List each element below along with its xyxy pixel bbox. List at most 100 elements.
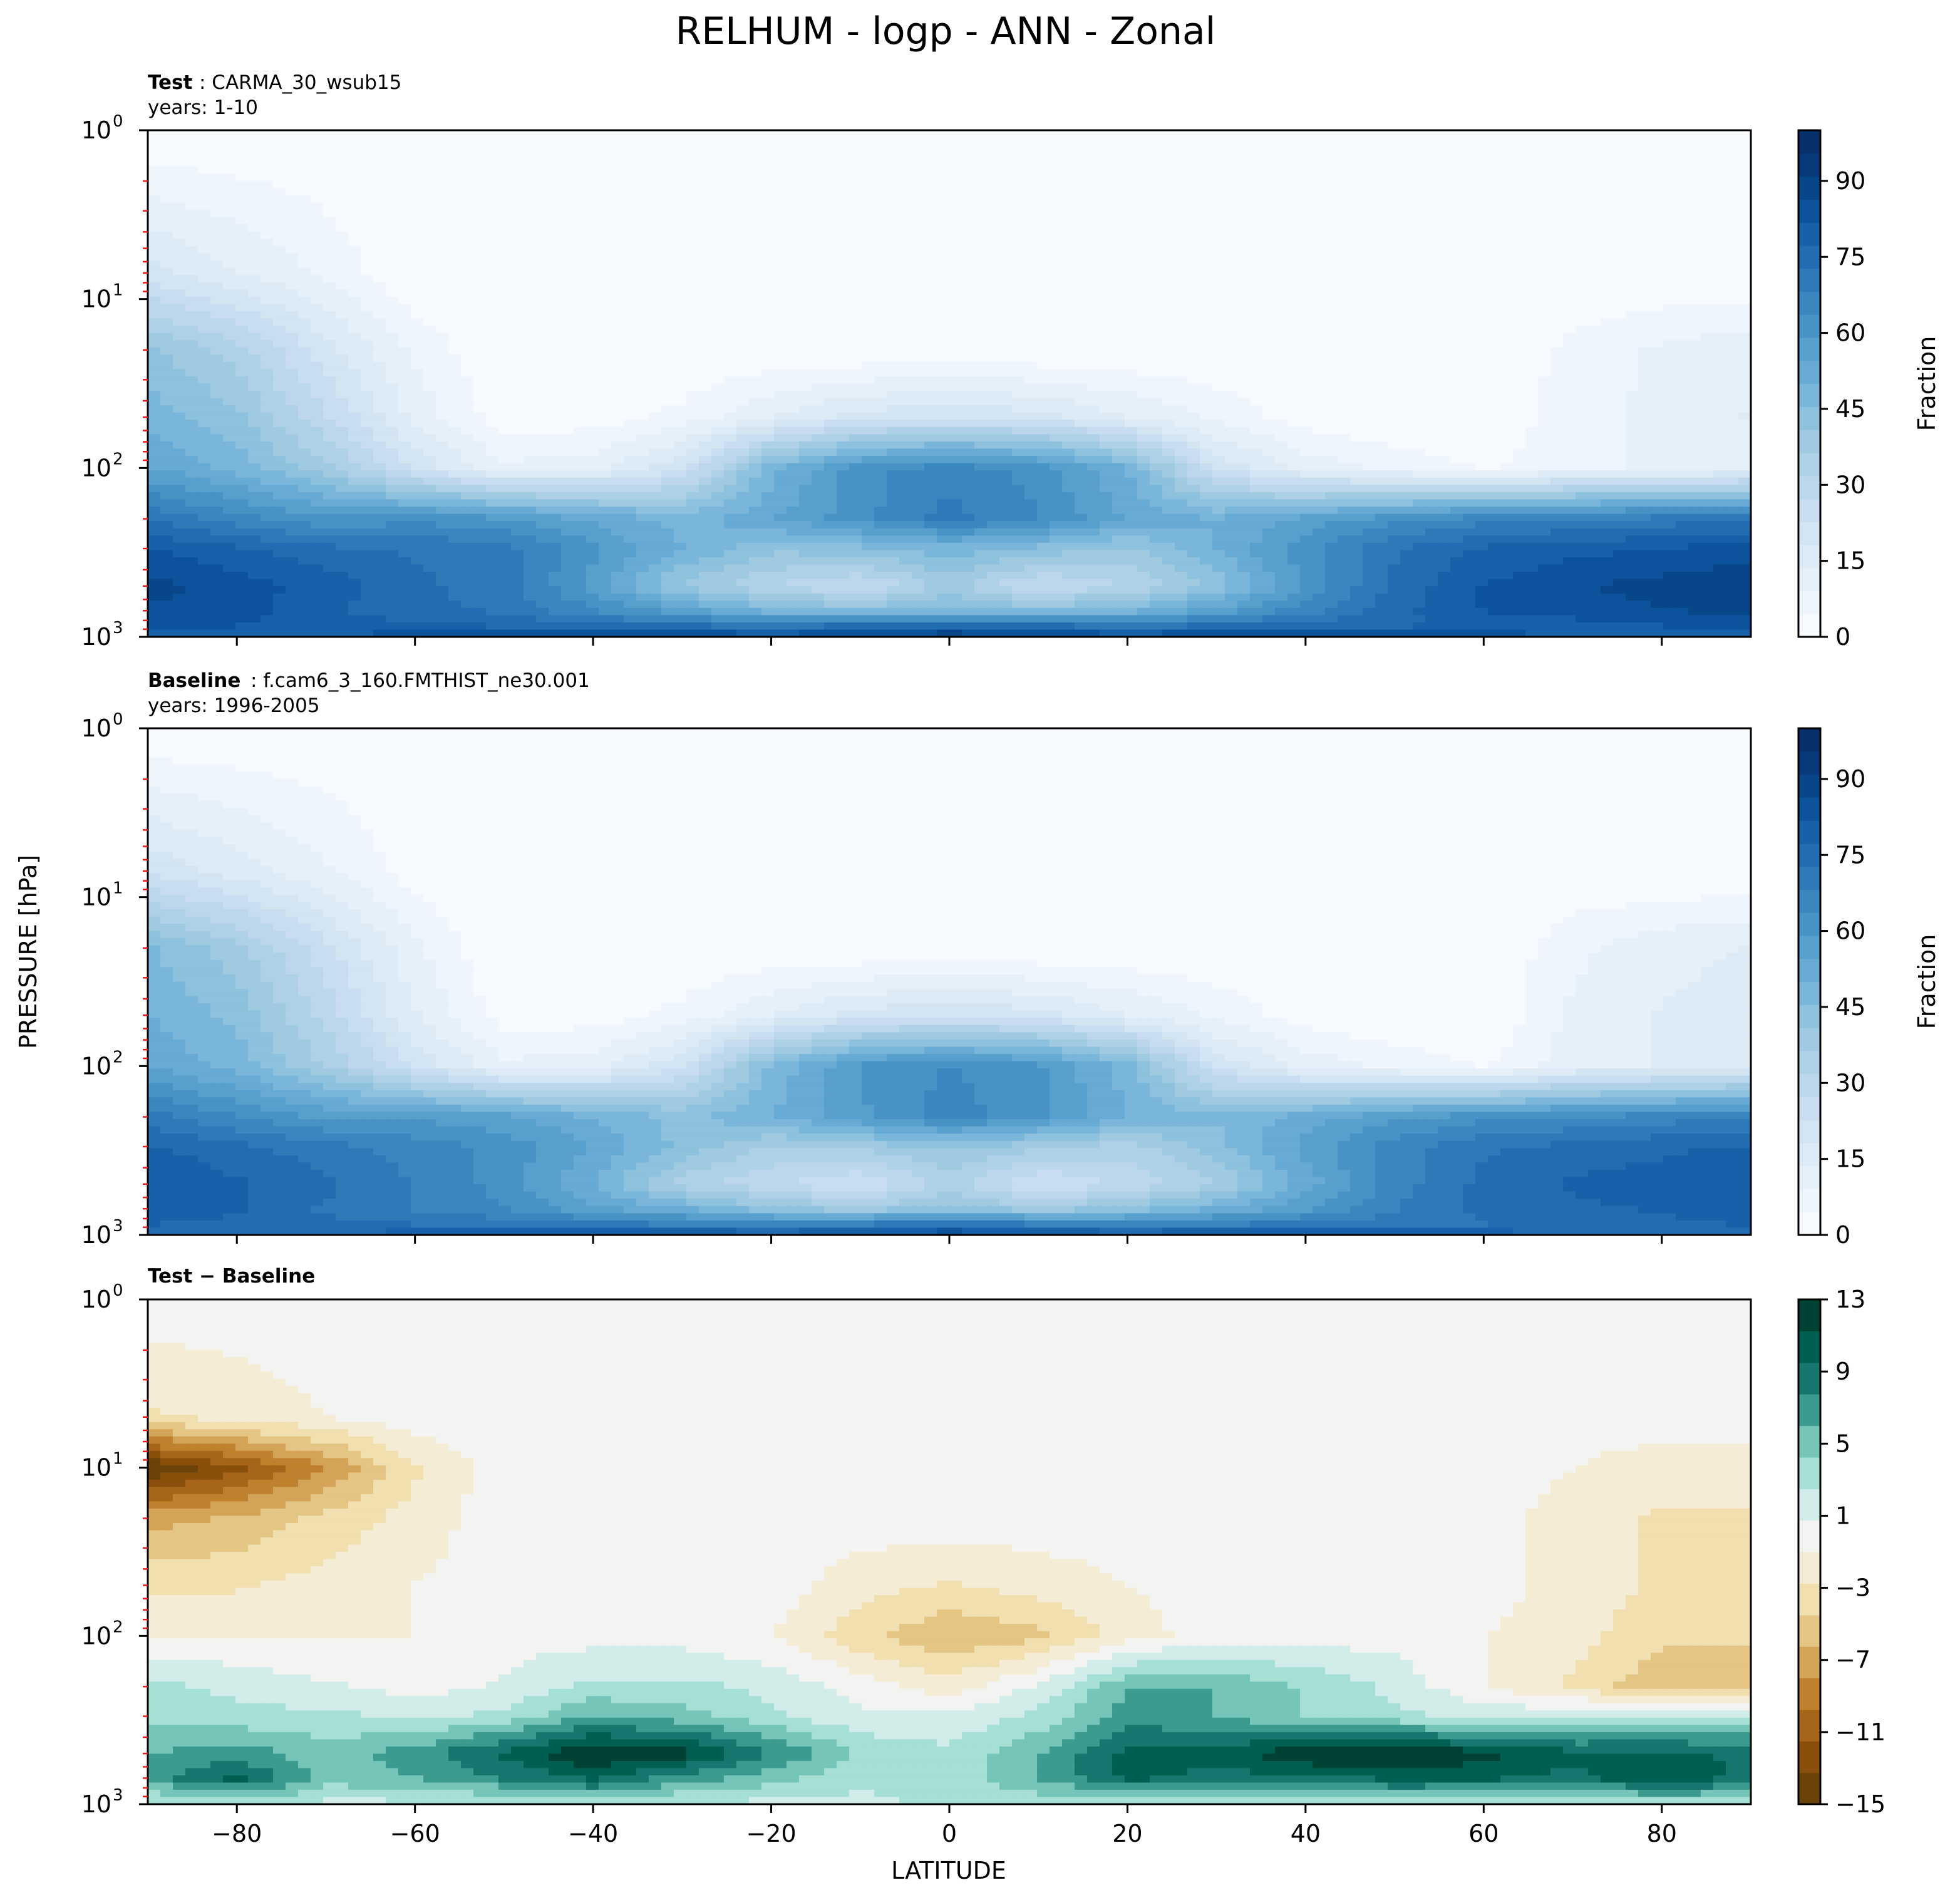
contour-cell [423,347,436,356]
contour-cell [661,224,674,232]
contour-cell [160,173,173,182]
contour-cell [448,398,462,406]
contour-cell [1701,296,1714,305]
contour-cell [1601,275,1614,283]
contour-cell [774,296,787,305]
contour-cell [223,261,236,269]
contour-cell [448,289,462,297]
contour-cell [1626,239,1639,247]
contour-cell [1075,398,1088,406]
contour-cell [1613,261,1626,269]
contour-cell [824,152,837,160]
contour-cell [761,152,775,160]
contour-cell [1663,361,1676,370]
contour-cell [1613,311,1626,319]
contour-cell [686,289,699,297]
contour-cell [787,210,800,218]
contour-cell [1463,318,1476,326]
contour-cell [423,253,436,261]
contour-cell [812,261,825,269]
contour-cell [1613,180,1626,189]
contour-cell [887,354,900,363]
contour-cell [1425,173,1438,182]
contour-cell [448,224,462,232]
contour-cell [899,245,912,254]
contour-cell [1400,195,1413,204]
contour-cell [761,369,775,377]
contour-cell [473,354,487,363]
contour-cell [248,282,261,291]
contour-cell [1676,333,1689,341]
contour-cell [1287,354,1301,363]
contour-cell [749,188,762,196]
contour-cell [1137,261,1150,269]
contour-cell [1726,231,1739,240]
contour-cell [1550,369,1564,377]
contour-cell [461,261,474,269]
contour-cell [724,137,737,145]
contour-cell [1638,245,1651,254]
contour-cell [636,405,649,413]
contour-cell [1701,326,1714,334]
contour-cell [1601,369,1614,377]
contour-cell [924,282,937,291]
contour-cell [674,275,687,283]
contour-cell [311,361,324,370]
contour-cell [949,180,962,189]
contour-cell [373,289,386,297]
contour-cell [674,383,687,391]
contour-cell [1262,152,1276,160]
contour-cell [486,398,499,406]
contour-cell [1613,354,1626,363]
contour-cell [148,369,161,377]
contour-cell [799,180,812,189]
contour-cell [1125,333,1138,341]
contour-cell [1588,311,1601,319]
contour-cell [624,369,637,377]
contour-cell [1338,275,1351,283]
contour-cell [1676,210,1689,218]
contour-cell [423,333,436,341]
contour-cell [1738,340,1751,348]
contour-cell [373,282,386,291]
contour-cell [699,391,712,399]
contour-cell [223,202,236,210]
contour-cell [1525,159,1539,167]
contour-cell [749,159,762,167]
contour-cell [1463,239,1476,247]
contour-cell [160,224,173,232]
contour-cell [1400,318,1413,326]
contour-cell [461,195,474,204]
contour-cell [311,398,324,406]
contour-cell [1713,376,1726,385]
contour-cell [1738,245,1751,254]
contour-cell [1012,391,1025,399]
contour-cell [1538,376,1551,385]
contour-cell [1363,137,1376,145]
contour-cell [348,398,361,406]
contour-cell [1200,289,1213,297]
contour-cell [1525,289,1539,297]
contour-cell [1388,224,1401,232]
contour-cell [1651,224,1664,232]
contour-cell [1450,304,1463,312]
contour-cell [461,231,474,240]
contour-cell [235,267,249,276]
contour-cell [1287,369,1301,377]
contour-cell [1601,304,1614,312]
contour-cell [423,231,436,240]
contour-cell [1413,152,1426,160]
contour-cell [1137,173,1150,182]
contour-cell [1237,354,1251,363]
contour-cell [1475,130,1488,138]
contour-cell [1287,391,1301,399]
contour-cell [1550,289,1564,297]
contour-cell [1538,289,1551,297]
contour-cell [323,304,336,312]
contour-cell [636,253,649,261]
contour-cell [1024,383,1038,391]
contour-cell [937,289,950,297]
contour-cell [1162,239,1175,247]
contour-cell [1513,275,1526,283]
contour-cell [561,253,574,261]
